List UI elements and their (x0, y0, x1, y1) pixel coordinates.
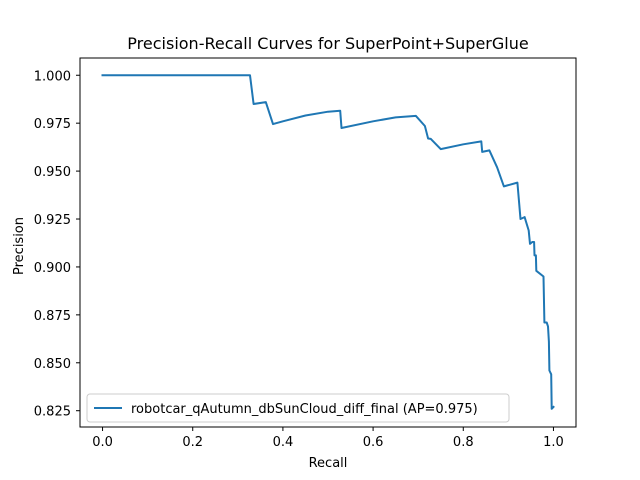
x-tick-label: 0.0 (92, 435, 113, 450)
x-tick-label: 0.8 (453, 435, 474, 450)
series-line-0 (101, 74, 555, 410)
x-tick-label: 0.4 (273, 435, 294, 450)
legend-box (86, 393, 510, 423)
plot-area (79, 57, 577, 428)
x-axis: 0.0 0.2 0.4 0.6 0.8 1.0 (92, 427, 564, 450)
x-tick-label: 0.2 (182, 435, 203, 450)
y-axis: 0.825 0.850 0.875 0.900 0.925 0.950 0.975 1.000 (34, 69, 80, 420)
legend-entry-label: robotcar_qAutumn_dbSunCloud_diff_final (… (131, 402, 478, 417)
y-tick-label: 0.900 (34, 261, 71, 276)
y-tick-label: 0.975 (34, 117, 71, 132)
y-tick-label: 0.825 (34, 405, 71, 420)
legend: robotcar_qAutumn_dbSunCloud_diff_final (… (86, 393, 510, 423)
y-tick-label: 1.000 (34, 69, 71, 84)
y-axis-title: Precision (12, 217, 27, 275)
plot-frame (79, 57, 577, 428)
x-tick-label: 0.6 (363, 435, 384, 450)
y-tick-label: 0.875 (34, 309, 71, 324)
y-tick-label: 0.925 (34, 213, 71, 228)
y-tick-label: 0.850 (34, 357, 71, 372)
chart-title: Precision-Recall Curves for SuperPoint+S… (127, 34, 528, 53)
x-axis-title: Recall (309, 456, 348, 471)
y-tick-label: 0.950 (34, 165, 71, 180)
x-tick-label: 1.0 (543, 435, 564, 450)
